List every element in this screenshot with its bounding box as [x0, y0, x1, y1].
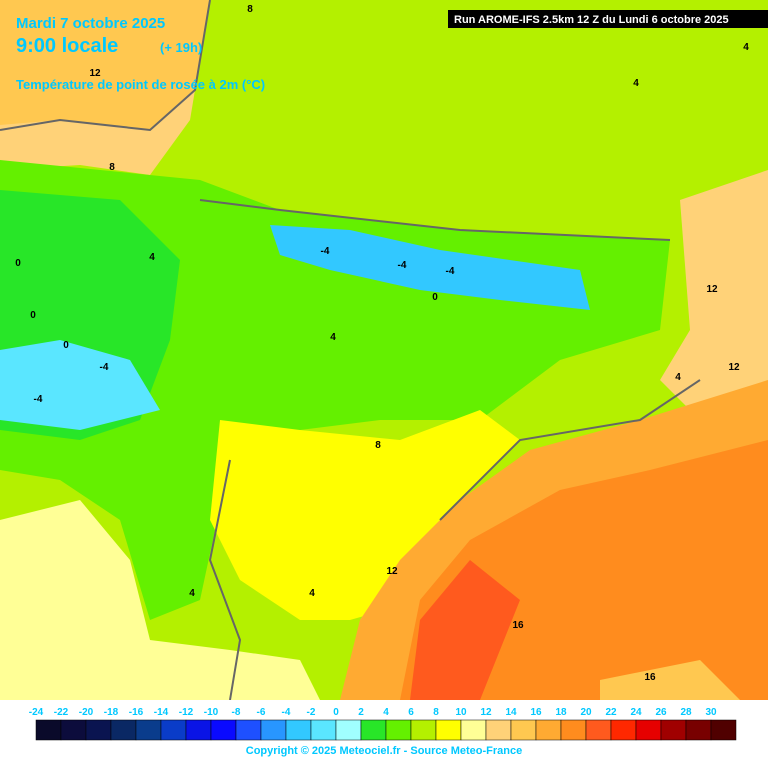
legend-swatch: [510, 719, 537, 741]
contour-label: 0: [63, 340, 69, 351]
time: 9:00 locale: [16, 35, 118, 57]
contour-label: -4: [34, 394, 43, 405]
legend-swatch: [435, 719, 462, 741]
date: Mardi 7 octobre 2025: [16, 15, 165, 32]
legend-swatch: [310, 719, 337, 741]
legend-label: -4: [282, 707, 291, 718]
contour-label: 8: [109, 162, 115, 173]
contour-label: 4: [675, 372, 681, 383]
legend-label: 18: [555, 707, 567, 718]
run-box: [448, 10, 768, 28]
legend-swatch: [410, 719, 437, 741]
legend-swatch: [85, 719, 112, 741]
run-info: Run AROME-IFS 2.5km 12 Z du Lundi 6 octo…: [454, 14, 729, 26]
contour-label: 0: [15, 258, 21, 269]
legend-swatch: [460, 719, 487, 741]
legend-swatch: [185, 719, 212, 741]
legend-swatch: [135, 719, 162, 741]
legend-label: -20: [79, 707, 94, 718]
legend-label: 8: [433, 707, 439, 718]
region-warm: [0, 0, 210, 130]
contour-label: 8: [375, 440, 381, 451]
legend-swatch: [485, 719, 512, 741]
legend-swatch: [60, 719, 87, 741]
legend-swatch: [585, 719, 612, 741]
legend-swatch: [660, 719, 687, 741]
legend-label: -2: [307, 707, 316, 718]
legend-swatch: [160, 719, 187, 741]
legend-label: 16: [530, 707, 542, 718]
legend-swatch: [635, 719, 662, 741]
region-island: [600, 660, 740, 700]
legend-swatch: [210, 719, 237, 741]
legend-label: 26: [655, 707, 667, 718]
legend-swatch: [360, 719, 387, 741]
legend-label: 20: [580, 707, 592, 718]
legend-label: -16: [129, 707, 144, 718]
legend-label: 10: [455, 707, 467, 718]
legend-swatch: [710, 719, 737, 741]
legend-label: -6: [257, 707, 266, 718]
field-name: Température de point de rosée à 2m (°C): [16, 77, 265, 92]
legend-label: 12: [480, 707, 492, 718]
region-pale: [0, 500, 320, 700]
legend-label: 30: [705, 707, 717, 718]
legend-label: -22: [54, 707, 69, 718]
legend-label: 14: [505, 707, 517, 718]
contour-label: 4: [149, 252, 155, 263]
contour-label: 0: [432, 292, 438, 303]
region-warm: [660, 170, 768, 420]
region-cold: [270, 225, 590, 310]
legend-label: 2: [358, 707, 364, 718]
region-red: [410, 560, 520, 700]
legend-label: 28: [680, 707, 692, 718]
contour-label: 4: [189, 588, 195, 599]
border: [0, 0, 701, 701]
legend-label: 4: [383, 707, 389, 718]
legend-swatch: [610, 719, 637, 741]
legend-label: 24: [630, 707, 642, 718]
contour-label: 16: [512, 620, 524, 631]
contour-label: 16: [644, 672, 656, 683]
legend-swatch: [560, 719, 587, 741]
legend-swatch: [285, 719, 312, 741]
legend-label: -24: [29, 707, 44, 718]
contour-label: -4: [321, 246, 330, 257]
contour-label: 8: [247, 4, 253, 15]
legend-label: 6: [408, 707, 414, 718]
legend-label: -8: [232, 707, 241, 718]
contour-label: 12: [386, 566, 398, 577]
legend-swatch: [685, 719, 712, 741]
contour-label: 12: [728, 362, 740, 373]
legend-label: -14: [154, 707, 169, 718]
contour-label: 4: [330, 332, 336, 343]
legend-swatch: [260, 719, 287, 741]
contour-label: 4: [633, 78, 639, 89]
legend-label: -10: [204, 707, 219, 718]
legend-label: -18: [104, 707, 119, 718]
region-yellow: [210, 410, 520, 620]
region-cold: [0, 340, 160, 430]
copyright: Copyright © 2025 Meteociel.fr - Source M…: [246, 745, 522, 757]
contour-label: 4: [743, 42, 749, 53]
legend-swatch: [235, 719, 262, 741]
legend-swatch: [385, 719, 412, 741]
contour-label: -4: [446, 266, 455, 277]
contour-label: -4: [398, 260, 407, 271]
legend-swatch: [335, 719, 362, 741]
lead-time: (+ 19h): [160, 40, 202, 55]
contour-label: 0: [30, 310, 36, 321]
legend-label: 22: [605, 707, 617, 718]
legend-label: 0: [333, 707, 339, 718]
legend-swatch: [35, 719, 62, 741]
legend-swatch: [535, 719, 562, 741]
contour-label: 12: [89, 68, 101, 79]
legend-swatch: [110, 719, 137, 741]
legend-label: -12: [179, 707, 194, 718]
contour-label: 12: [706, 284, 718, 295]
contour-label: 4: [309, 588, 315, 599]
contour-label: -4: [100, 362, 109, 373]
